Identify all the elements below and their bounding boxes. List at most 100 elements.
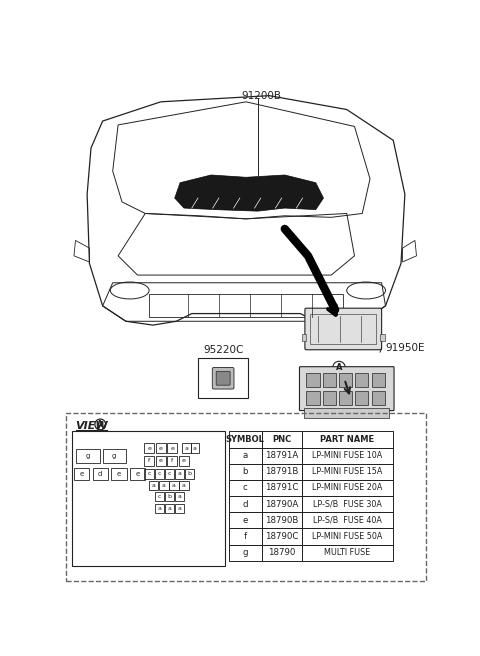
Bar [149,481,158,490]
Bar [165,492,174,501]
Bar [262,432,302,447]
Bar [262,544,302,561]
Bar [229,464,262,480]
Text: MULTI FUSE: MULTI FUSE [324,548,371,557]
Text: a: a [178,506,181,511]
Bar [262,447,302,464]
Text: g: g [112,453,117,459]
Text: d: d [98,471,103,477]
Bar [175,469,184,479]
Text: g: g [86,453,90,459]
Text: LP-MINI FUSE 50A: LP-MINI FUSE 50A [312,532,383,541]
Bar [302,432,393,447]
Bar [169,481,179,490]
Text: e: e [147,446,151,451]
Text: PART NAME: PART NAME [321,435,374,444]
Text: LP-MINI FUSE 20A: LP-MINI FUSE 20A [312,483,383,493]
Bar [76,449,99,463]
Bar [372,390,385,405]
Bar [302,447,393,464]
Text: e: e [159,446,163,451]
Text: e: e [80,471,84,477]
Bar [198,358,248,398]
Text: LP-S/B  FUSE 30A: LP-S/B FUSE 30A [313,500,382,508]
Text: LP-S/B  FUSE 40A: LP-S/B FUSE 40A [313,516,382,525]
Bar [229,512,262,528]
Text: d: d [242,500,248,508]
Text: A: A [336,363,342,372]
Bar [159,481,168,490]
Bar [175,504,184,513]
Text: c: c [168,471,171,476]
Text: a: a [157,506,161,511]
Bar [306,390,320,405]
Bar [339,390,352,405]
Text: 18791A: 18791A [265,451,298,460]
Bar [229,528,262,544]
Text: a: a [172,483,176,488]
Bar [229,447,262,464]
Bar [229,480,262,496]
Bar [155,469,164,479]
Text: 18790A: 18790A [265,500,298,508]
Text: a: a [178,471,181,476]
Text: c: c [157,495,161,499]
Text: a: a [152,483,156,488]
Text: 91950E: 91950E [385,343,425,353]
Bar [149,295,343,318]
Text: SYMBOL: SYMBOL [226,435,264,444]
Bar [144,456,154,466]
Text: f: f [171,458,173,463]
Bar [306,373,320,388]
Bar [302,544,393,561]
Bar [262,480,302,496]
Bar [130,468,145,480]
Text: b: b [187,471,192,476]
Bar [311,314,376,344]
Bar [155,504,164,513]
Text: a: a [168,506,171,511]
Bar [185,469,194,479]
Bar [144,469,154,479]
Bar [355,390,369,405]
Text: LP-MINI FUSE 10A: LP-MINI FUSE 10A [312,451,383,460]
Text: a: a [178,495,181,499]
Bar [93,468,108,480]
Text: 18790B: 18790B [265,516,299,525]
Text: e: e [159,458,163,463]
Bar [304,408,389,417]
Bar [302,464,393,480]
Bar [262,464,302,480]
Bar [168,456,178,466]
FancyBboxPatch shape [300,367,394,411]
Text: b: b [242,467,248,476]
Bar [168,443,178,453]
Text: PNC: PNC [272,435,291,444]
Bar [175,492,184,501]
Text: a: a [182,483,186,488]
Bar [302,480,393,496]
Bar [182,443,191,453]
Bar [74,468,89,480]
Bar [355,373,369,388]
Text: e: e [170,446,174,451]
Text: c: c [157,471,161,476]
Bar [165,504,174,513]
Bar [302,528,393,544]
Bar [156,456,166,466]
Bar [66,413,426,581]
Bar [155,492,164,501]
Bar [262,512,302,528]
Text: e: e [182,458,186,463]
Text: f: f [244,532,247,541]
Bar [323,373,336,388]
Text: 18790: 18790 [268,548,295,557]
Text: b: b [167,495,171,499]
Text: 18790C: 18790C [265,532,299,541]
Bar [262,496,302,512]
Bar [380,335,385,340]
Text: a: a [242,451,248,460]
Polygon shape [175,175,324,211]
Bar [103,449,126,463]
FancyBboxPatch shape [216,371,230,385]
